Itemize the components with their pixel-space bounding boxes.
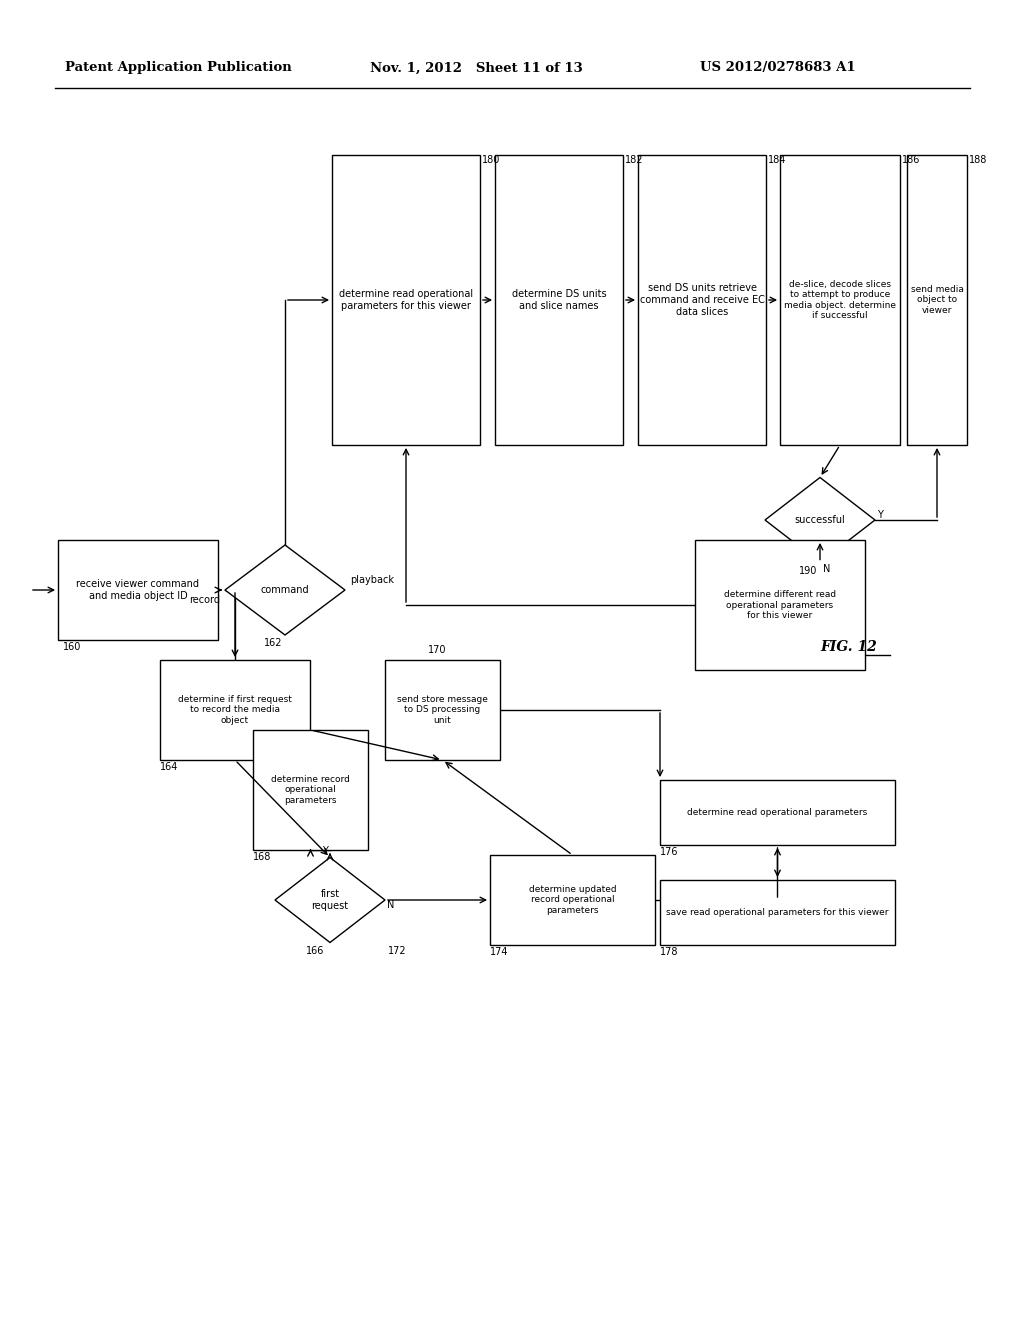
Text: 180: 180	[482, 154, 501, 165]
Text: de-slice, decode slices
to attempt to produce
media object. determine
if success: de-slice, decode slices to attempt to pr…	[784, 280, 896, 321]
Text: save read operational parameters for this viewer: save read operational parameters for thi…	[667, 908, 889, 917]
Text: determine if first request
to record the media
object: determine if first request to record the…	[178, 696, 292, 725]
Bar	[385, 660, 500, 760]
Bar	[907, 154, 967, 445]
Text: 182: 182	[625, 154, 643, 165]
Bar	[780, 154, 900, 445]
Text: determine different read
operational parameters
for this viewer: determine different read operational par…	[724, 590, 836, 620]
Bar	[490, 855, 655, 945]
Text: Patent Application Publication: Patent Application Publication	[65, 62, 292, 74]
Text: send store message
to DS processing
unit: send store message to DS processing unit	[397, 696, 488, 725]
Text: Y: Y	[323, 846, 328, 855]
Text: FIG. 12: FIG. 12	[820, 640, 877, 653]
Bar	[160, 660, 310, 760]
Text: US 2012/0278683 A1: US 2012/0278683 A1	[700, 62, 856, 74]
Text: 170: 170	[428, 645, 446, 655]
Text: 174: 174	[490, 946, 509, 957]
Text: 188: 188	[969, 154, 987, 165]
Text: first
request: first request	[311, 890, 348, 911]
Text: 168: 168	[253, 851, 271, 862]
Polygon shape	[765, 478, 874, 562]
Bar	[332, 154, 480, 445]
Text: determine read operational
parameters for this viewer: determine read operational parameters fo…	[339, 289, 473, 310]
Text: N: N	[823, 565, 830, 574]
Text: 186: 186	[902, 154, 921, 165]
Text: send DS units retrieve
command and receive EC
data slices: send DS units retrieve command and recei…	[640, 284, 765, 317]
Text: send media
object to
viewer: send media object to viewer	[910, 285, 964, 315]
Text: 190: 190	[799, 565, 817, 576]
Polygon shape	[225, 545, 345, 635]
Text: determine read operational parameters: determine read operational parameters	[687, 808, 867, 817]
Text: 166: 166	[306, 945, 325, 956]
Text: Nov. 1, 2012   Sheet 11 of 13: Nov. 1, 2012 Sheet 11 of 13	[370, 62, 583, 74]
Bar	[495, 154, 623, 445]
Bar	[660, 880, 895, 945]
Bar	[638, 154, 766, 445]
Text: 172: 172	[388, 945, 407, 956]
Text: successful: successful	[795, 515, 846, 525]
Text: 164: 164	[160, 762, 178, 772]
Bar	[695, 540, 865, 671]
Text: determine DS units
and slice names: determine DS units and slice names	[512, 289, 606, 310]
Text: 176: 176	[660, 847, 679, 857]
Polygon shape	[275, 858, 385, 942]
Text: 184: 184	[768, 154, 786, 165]
Text: record: record	[189, 595, 220, 605]
Text: 160: 160	[63, 642, 81, 652]
Text: determine record
operational
parameters: determine record operational parameters	[271, 775, 350, 805]
Text: N: N	[387, 900, 394, 909]
Text: command: command	[261, 585, 309, 595]
Text: playback: playback	[350, 576, 394, 585]
Bar	[58, 540, 218, 640]
Text: receive viewer command
and media object ID: receive viewer command and media object …	[77, 579, 200, 601]
Bar	[253, 730, 368, 850]
Text: determine updated
record operational
parameters: determine updated record operational par…	[528, 886, 616, 915]
Text: Y: Y	[877, 510, 883, 520]
Text: 178: 178	[660, 946, 679, 957]
Text: 162: 162	[264, 638, 283, 648]
Bar	[660, 780, 895, 845]
